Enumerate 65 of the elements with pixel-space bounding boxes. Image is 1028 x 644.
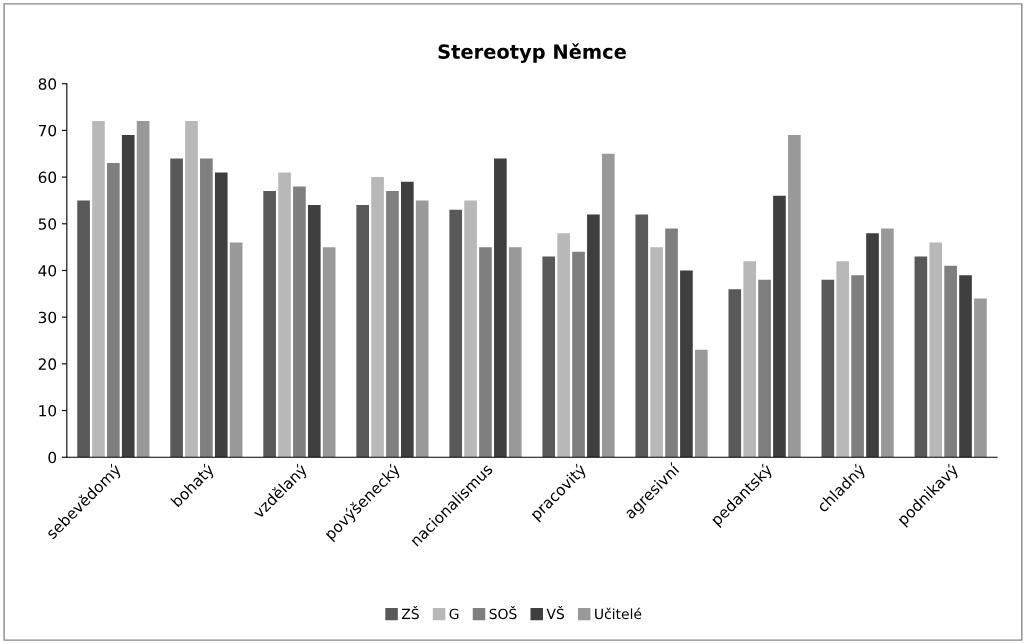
y-tick-label: 30 [38, 311, 57, 324]
y-tick-label: 10 [39, 405, 57, 417]
legend-label: VŠ [546, 606, 564, 620]
bar [107, 163, 120, 458]
y-tick-label: 60 [38, 171, 57, 184]
bar [881, 228, 894, 458]
bar [479, 247, 492, 458]
bar [185, 121, 198, 458]
legend-label: G [449, 608, 459, 620]
bar [401, 181, 414, 458]
legend-label: Učitelé [595, 607, 642, 620]
chart-title: Stereotyp Němce [438, 43, 626, 63]
legend-label: ZŠ [401, 606, 419, 620]
bar [307, 205, 321, 458]
bar [758, 279, 771, 458]
bar [929, 242, 943, 458]
bar [944, 265, 957, 458]
bar [587, 214, 600, 458]
bar [494, 158, 507, 458]
bar [293, 186, 306, 458]
y-tick-label: 80 [38, 78, 57, 90]
bar [542, 256, 556, 458]
bar [415, 200, 429, 458]
bar [680, 270, 693, 458]
bar [974, 298, 987, 458]
bar [200, 158, 213, 458]
bar [635, 214, 649, 458]
bar [601, 153, 615, 458]
bar [278, 172, 291, 458]
y-tick-label: 0 [48, 451, 57, 464]
bar [851, 275, 864, 458]
legend-label: SOŠ [489, 606, 517, 620]
bar [449, 209, 463, 458]
bar [508, 247, 522, 458]
bar [77, 200, 90, 458]
bar [572, 251, 585, 458]
bar [866, 233, 879, 458]
bar [728, 289, 742, 458]
bar [356, 205, 369, 458]
bar [914, 256, 928, 458]
bar [959, 275, 972, 458]
bar [371, 177, 384, 458]
bar [322, 247, 336, 458]
bar [665, 228, 678, 458]
y-tick-label: 40 [38, 264, 57, 277]
bar [121, 135, 135, 458]
bar [836, 261, 850, 458]
bar [263, 191, 276, 458]
bar [694, 349, 708, 458]
bar [136, 121, 150, 458]
y-tick-label: 50 [38, 218, 57, 230]
bar [464, 200, 477, 458]
bar [743, 261, 757, 458]
bar [92, 121, 105, 458]
bar [773, 195, 786, 458]
y-tick-label: 20 [38, 358, 57, 370]
bar [214, 172, 228, 458]
bar [229, 242, 243, 458]
bar [650, 247, 663, 458]
bar [557, 233, 570, 458]
bar [821, 279, 835, 458]
bar [170, 158, 183, 458]
bar [788, 135, 801, 458]
y-tick-label: 70 [38, 124, 57, 137]
bar [386, 191, 399, 458]
